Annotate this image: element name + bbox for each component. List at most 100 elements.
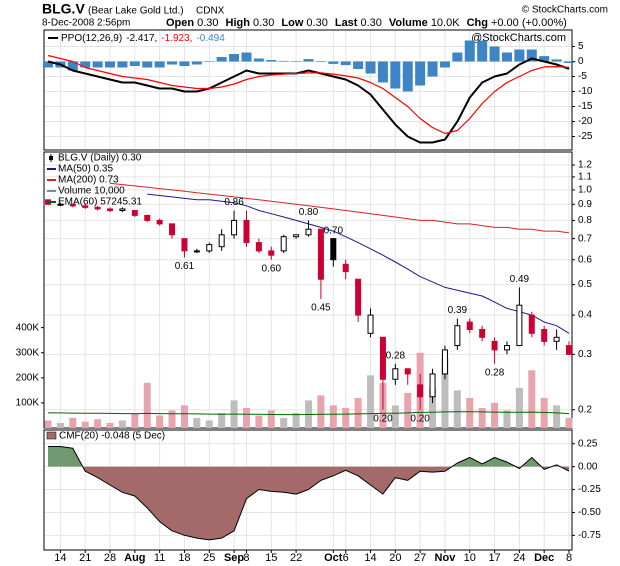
quote-value: 0.30 <box>253 17 274 29</box>
price-label: 0.45 <box>311 303 331 314</box>
volume-bar <box>94 419 102 428</box>
candle-body <box>305 228 312 236</box>
volume-bar <box>280 417 288 428</box>
candle-body <box>417 384 424 398</box>
histogram-bar <box>489 46 500 62</box>
volume-bar <box>106 422 114 428</box>
candle-body <box>367 314 374 334</box>
candle-body <box>491 340 498 351</box>
volume-bar <box>565 417 573 428</box>
histogram-bar <box>526 49 537 62</box>
y-tick-label: 0.5 <box>578 279 592 290</box>
histogram-bar <box>117 61 128 68</box>
y-tick-label: 0.4 <box>578 310 592 321</box>
x-tick-label: 25 <box>203 552 215 564</box>
y-tick-label: 0.6 <box>578 254 592 265</box>
histogram-bar <box>142 61 153 68</box>
candle-body <box>181 238 188 252</box>
histogram-bar <box>278 60 289 62</box>
x-tick-label: 15 <box>265 552 277 564</box>
x-tick-label: 8 <box>243 552 249 564</box>
y-tick-label: -25 <box>578 131 593 142</box>
volume-tick-label: 400K <box>16 322 40 333</box>
volume-bar <box>131 412 139 428</box>
histogram-bar <box>353 61 364 69</box>
legend-entry: MA(200) 0.73 <box>58 175 119 186</box>
histogram-bar <box>154 61 165 68</box>
price-label: 0.86 <box>224 197 244 208</box>
quote-label: Chg <box>467 17 488 29</box>
volume-bar <box>292 412 300 428</box>
volume-bar <box>342 407 350 428</box>
y-tick-label: -0.75 <box>578 530 601 541</box>
exchange: CDNX <box>196 6 225 17</box>
histogram-bar <box>501 52 512 62</box>
price-label: 0.20 <box>373 413 393 424</box>
legend-entry: MA(50) 0.35 <box>58 164 113 175</box>
candle-body <box>293 234 300 238</box>
candle-body <box>243 219 250 244</box>
x-tick-label: Nov <box>435 552 457 564</box>
y-tick-label: 5 <box>578 41 584 52</box>
date: 8-Dec-2008 2:56pm <box>42 18 130 29</box>
y-tick-label: 0.8 <box>578 215 592 226</box>
volume-bar <box>255 415 263 428</box>
candle-body <box>392 368 399 380</box>
histogram-bar <box>377 61 388 83</box>
quote-label: Open <box>166 17 194 29</box>
moving-average <box>147 193 570 334</box>
legend: PPO(12,26,9) -2.417, -1.923, -0.494 <box>61 33 225 44</box>
histogram-bar <box>328 61 339 64</box>
volume-bar <box>267 410 275 428</box>
volume-bar <box>329 405 337 428</box>
volume-bar <box>404 392 412 428</box>
company-name: (Bear Lake Gold Ltd.) <box>88 6 184 17</box>
candle-body <box>206 244 213 252</box>
volume-bar <box>118 420 126 428</box>
y-tick-label: -15 <box>578 101 593 112</box>
x-tick-label: Dec <box>534 552 554 564</box>
volume-ema <box>48 411 570 416</box>
volume-bar <box>391 405 399 428</box>
x-tick-label: 8 <box>566 552 572 564</box>
y-tick-label: 1.2 <box>578 160 592 171</box>
moving-average <box>109 182 570 234</box>
legend-entry: -1.923, <box>161 33 192 44</box>
volume-tick-label: 200K <box>16 372 40 383</box>
x-tick-label: 14 <box>54 552 66 564</box>
quote-label: Volume <box>389 17 428 29</box>
ppo-line <box>47 57 570 144</box>
volume-bar <box>180 405 188 428</box>
volume-tick-label: 300K <box>16 347 40 358</box>
y-tick-label: 0.7 <box>578 233 592 244</box>
quote-value: 0.30 <box>360 17 381 29</box>
histogram-bar <box>291 61 302 62</box>
candle-body <box>342 263 349 273</box>
x-tick-label: 27 <box>414 552 426 564</box>
quote-label: High <box>226 17 251 29</box>
candle-body <box>107 208 114 212</box>
legend-title: PPO(12,26,9) <box>61 33 122 44</box>
histogram-bar <box>67 61 78 71</box>
volume-bar <box>205 420 213 428</box>
candle-body <box>541 328 548 342</box>
candle-body <box>553 336 560 342</box>
histogram-bar <box>564 61 574 63</box>
candle-body <box>82 205 89 208</box>
legend-entry: -2.417, <box>126 33 157 44</box>
x-tick-label: 22 <box>290 552 302 564</box>
histogram-bar <box>402 61 413 92</box>
histogram-bar <box>105 61 116 68</box>
candle-body <box>441 349 448 375</box>
volume-bar <box>491 402 499 428</box>
x-tick-label: 24 <box>513 552 525 564</box>
volume-bar <box>317 395 325 428</box>
price-label: 0.49 <box>510 274 530 285</box>
y-tick-label: -5 <box>578 71 587 82</box>
candle-body <box>131 210 138 216</box>
x-tick-label: 10 <box>464 552 476 564</box>
volume-bar <box>466 397 474 428</box>
histogram-bar <box>129 61 140 66</box>
ppo-line <box>47 54 570 135</box>
